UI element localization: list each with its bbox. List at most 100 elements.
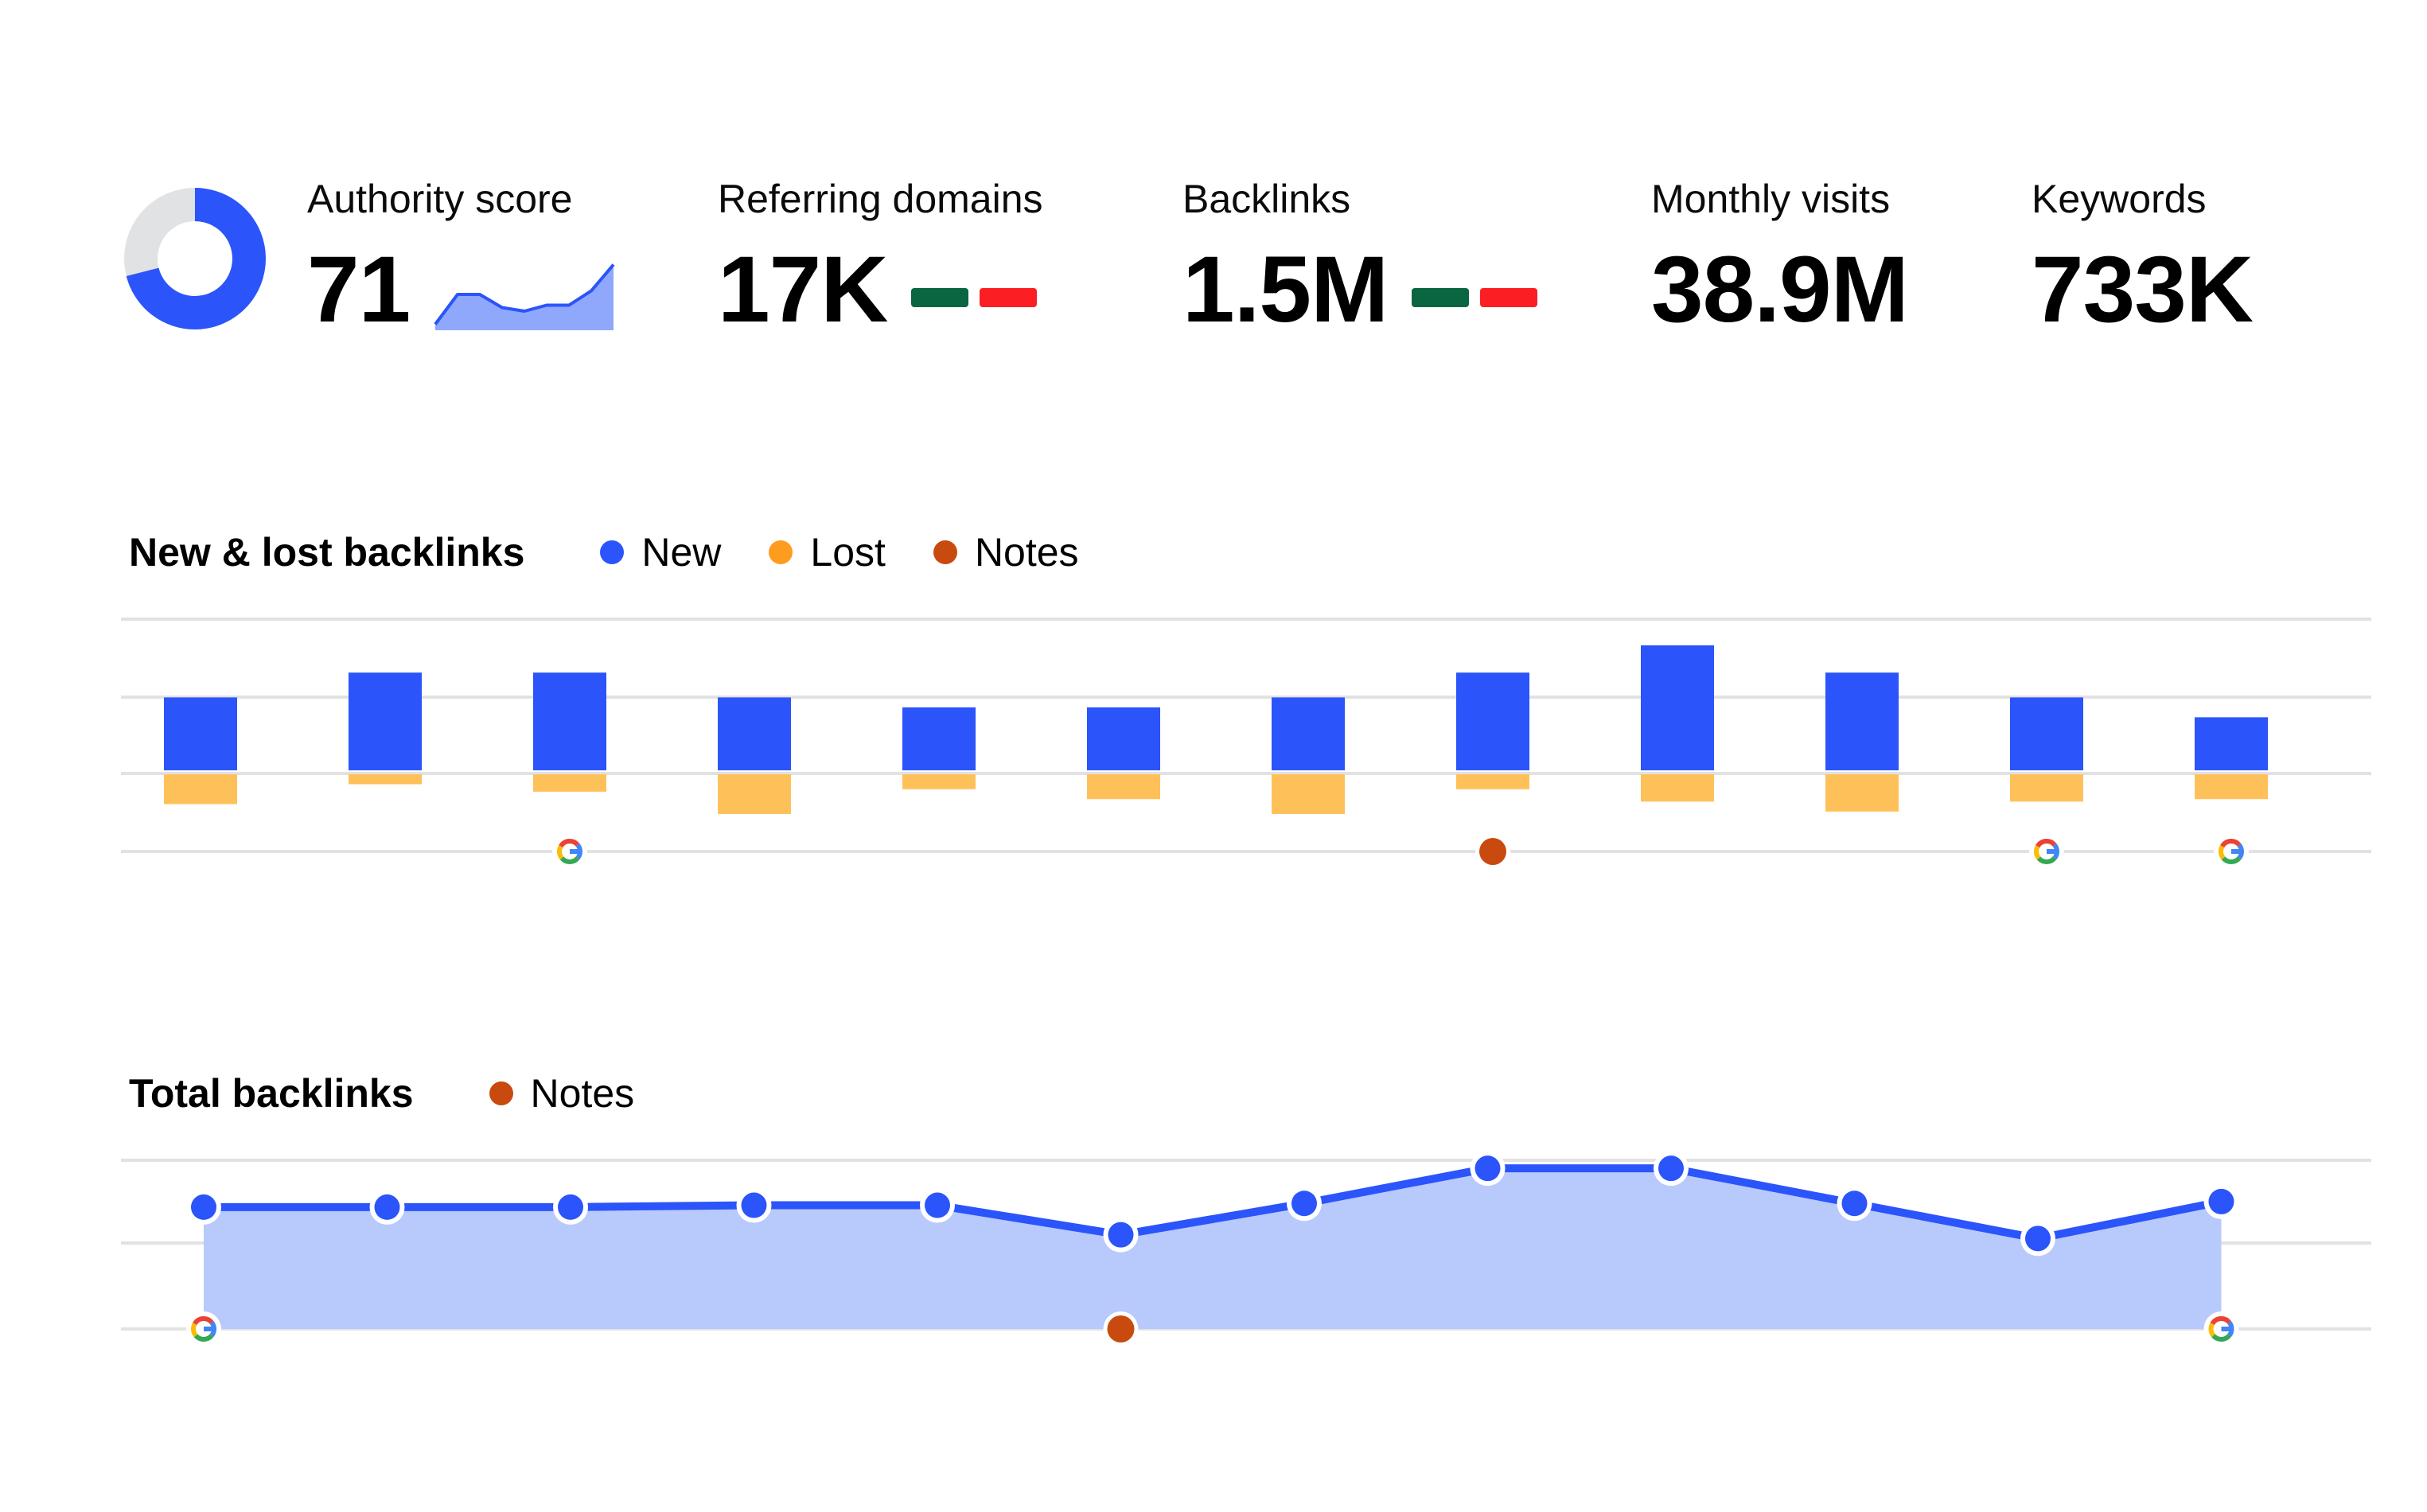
google-update-icon[interactable]	[2214, 834, 2249, 869]
data-point[interactable]	[2020, 1221, 2055, 1257]
donut-score-arc	[124, 188, 266, 329]
legend-item-new[interactable]: New	[600, 529, 721, 575]
bar-lost	[1087, 774, 1160, 800]
data-point-dot	[1841, 1191, 1868, 1217]
bar-new	[533, 672, 606, 770]
sparkline-area	[435, 264, 614, 330]
google-icon-arc	[559, 856, 580, 864]
legend-item-notes[interactable]: Notes	[933, 529, 1079, 575]
data-point[interactable]	[1103, 1217, 1139, 1253]
data-point-dot	[1291, 1191, 1317, 1217]
data-point[interactable]	[1287, 1186, 1322, 1222]
trend-up-bar	[1412, 288, 1470, 307]
google-icon-arc	[2036, 856, 2057, 864]
chart-legend: Notes	[489, 1070, 635, 1116]
kpi-referring-domains: Referring domains 17K	[718, 171, 1043, 341]
bar-new	[718, 697, 791, 770]
legend-label: Notes	[974, 530, 1079, 575]
chart-legend: New Lost Notes	[600, 529, 1079, 575]
bar-lost	[349, 774, 422, 785]
google-icon-arc	[2221, 856, 2242, 864]
data-point[interactable]	[553, 1189, 588, 1225]
note-marker[interactable]	[1103, 1311, 1139, 1346]
data-point-dot	[925, 1192, 950, 1218]
legend-label: Notes	[530, 1071, 635, 1116]
data-point[interactable]	[1654, 1151, 1689, 1187]
google-icon-arc	[557, 845, 564, 860]
kpi-monthly-visits: Monthly visits 38.9M	[1651, 171, 1909, 342]
bar-lost	[902, 774, 976, 789]
area-line	[204, 1164, 2222, 1243]
google-icon-bar	[570, 849, 582, 854]
data-point-dot	[191, 1194, 216, 1220]
google-update-icon[interactable]	[552, 834, 587, 869]
data-point[interactable]	[1470, 1151, 1506, 1187]
kpi-label: Referring domains	[718, 177, 1043, 221]
bar-new	[2010, 697, 2083, 770]
google-update-icon[interactable]	[2029, 834, 2064, 869]
legend-item-notes[interactable]: Notes	[489, 1070, 635, 1116]
authority-sparkline	[434, 263, 615, 330]
google-update-icon[interactable]	[186, 1311, 221, 1346]
bar-lost	[1272, 774, 1345, 814]
trend-down-bar	[1480, 288, 1538, 307]
chart-title: Total backlinks	[129, 1071, 414, 1116]
kpi-value: 733K	[2032, 237, 2254, 342]
bar-new	[1825, 672, 1899, 770]
note-marker[interactable]	[1475, 834, 1510, 869]
data-point[interactable]	[186, 1189, 221, 1225]
google-icon-arc	[2035, 839, 2057, 848]
bar-lost	[1641, 774, 1714, 802]
bar-lost	[1456, 774, 1529, 789]
data-point-dot	[558, 1194, 583, 1220]
google-icon-arc	[193, 1334, 214, 1342]
area-fill	[204, 1168, 2222, 1329]
data-point[interactable]	[1837, 1186, 1872, 1222]
google-icon-bar	[2231, 849, 2243, 854]
bar-new	[2195, 717, 2268, 770]
note-marker-dot	[1107, 1315, 1135, 1342]
google-icon-arc	[2034, 845, 2041, 860]
data-point[interactable]	[920, 1187, 955, 1223]
bar-lost	[533, 774, 606, 792]
google-icon-bar	[2047, 849, 2059, 854]
kpi-label: Keywords	[2032, 177, 2207, 221]
google-icon-bar	[204, 1327, 216, 1331]
trend-indicator	[1412, 288, 1538, 307]
kpi-value: 71	[307, 237, 411, 342]
kpi-value: 17K	[718, 237, 888, 342]
data-point[interactable]	[736, 1187, 772, 1223]
google-icon-arc	[191, 1323, 198, 1338]
legend-dot-new	[600, 540, 625, 564]
bar-lost	[2010, 774, 2083, 802]
bar-lost	[2195, 774, 2268, 800]
data-point[interactable]	[369, 1189, 405, 1225]
total-backlinks-area-chart	[121, 1151, 2371, 1346]
legend-label: Lost	[810, 530, 886, 575]
kpi-value: 38.9M	[1651, 237, 1909, 342]
chart-title: New & lost backlinks	[129, 530, 525, 575]
bar-new	[1456, 672, 1529, 770]
data-point-dot	[374, 1194, 400, 1220]
data-point-dot	[1108, 1222, 1134, 1248]
data-point-dot	[1475, 1155, 1501, 1182]
trend-down-bar	[980, 288, 1038, 307]
google-icon-arc	[2219, 845, 2226, 860]
kpi-label: Monthly visits	[1651, 177, 1891, 221]
data-point-dot	[741, 1192, 767, 1218]
bar-new	[902, 707, 976, 770]
new-lost-bar-chart	[121, 618, 2371, 869]
data-point-dot	[2025, 1226, 2051, 1252]
google-icon-arc	[193, 1316, 214, 1326]
data-point[interactable]	[2203, 1183, 2239, 1219]
note-marker-dot	[1479, 838, 1506, 865]
google-update-icon[interactable]	[2203, 1311, 2239, 1346]
sparkline-line	[434, 263, 615, 325]
google-icon-arc	[559, 839, 580, 848]
kpi-keywords: Keywords 733K	[2032, 171, 2254, 342]
google-icon-bar	[2221, 1327, 2234, 1331]
legend-label: New	[641, 530, 722, 575]
kpi-backlinks: Backlinks 1.5M	[1182, 171, 1538, 341]
legend-item-lost[interactable]: Lost	[769, 529, 886, 575]
bar-new	[164, 697, 237, 770]
